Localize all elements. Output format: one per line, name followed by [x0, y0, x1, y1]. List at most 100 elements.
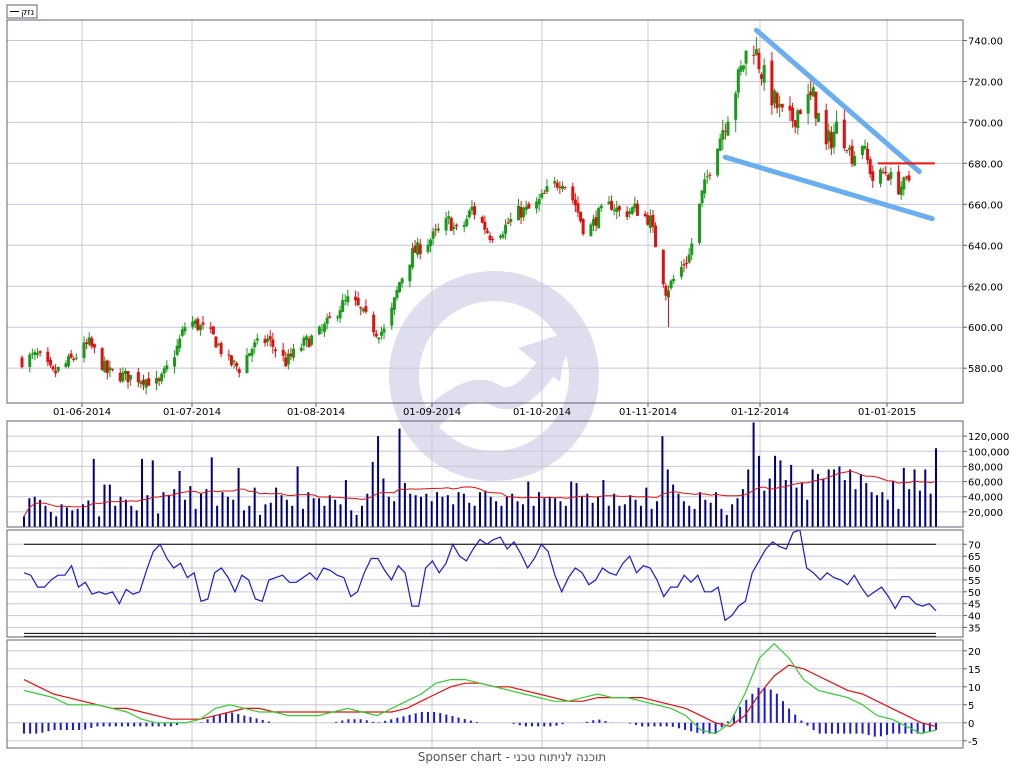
volume-bar [216, 505, 219, 527]
candle-up [400, 278, 404, 284]
volume-bar [436, 492, 439, 527]
candle-down [594, 217, 598, 226]
volume-bar [806, 499, 809, 527]
candle-down [38, 351, 42, 353]
candle-up [607, 201, 611, 205]
candle-down [491, 239, 495, 241]
candle-down [434, 229, 438, 231]
candle-up [74, 357, 78, 359]
candle-up [361, 308, 365, 312]
volume-bar [307, 492, 310, 527]
volume-bar [511, 493, 514, 527]
volume-bar [119, 496, 122, 527]
volume-bar [543, 498, 546, 527]
candle-down [480, 216, 484, 223]
volume-bar [725, 514, 728, 527]
candle-up [540, 193, 544, 198]
volume-bar [28, 498, 31, 527]
y-tick-label: 65 [968, 552, 981, 563]
candle-up [698, 203, 702, 243]
volume-bar [682, 501, 685, 527]
candle-down [571, 186, 575, 201]
volume-bar [269, 502, 272, 527]
candle-up [648, 215, 652, 228]
candle-up [193, 320, 197, 325]
volume-bar [570, 481, 573, 527]
candle-down [555, 182, 559, 188]
volume-bar [516, 501, 519, 527]
candle-down [685, 262, 689, 264]
candle-up [902, 177, 906, 190]
candle-down [268, 336, 272, 340]
candle-down [46, 351, 50, 363]
candle-down [904, 176, 908, 178]
candle-down [372, 314, 376, 333]
candle-up [180, 329, 184, 336]
volume-bar [39, 499, 42, 527]
volume-bar [318, 498, 321, 527]
candle-up [198, 324, 202, 331]
candle-up [286, 353, 290, 365]
candle-down [791, 107, 795, 121]
candle-down [506, 222, 510, 224]
candle-up [398, 282, 402, 293]
candle-up [410, 248, 414, 268]
candle-up [553, 181, 557, 184]
candle-up [754, 49, 758, 55]
x-tick-label: 01-12-2014 [731, 407, 789, 418]
volume-bar [323, 505, 326, 527]
candle-down [237, 369, 241, 373]
candle-up [416, 242, 420, 255]
volume-bar [613, 493, 616, 527]
candle-up [879, 169, 883, 184]
volume-bar [822, 478, 825, 527]
candle-down [897, 171, 901, 195]
volume-bar [87, 500, 90, 527]
candle-down [284, 357, 288, 367]
lower-trendline [722, 154, 935, 222]
candle-up [633, 203, 637, 209]
candle-down [147, 378, 151, 386]
volume-bar [505, 496, 508, 527]
volume-bar [398, 428, 401, 527]
candle-up [630, 207, 634, 214]
y-tick-label: 720.00 [968, 77, 1003, 88]
candle-down [69, 353, 73, 358]
candle-up [524, 206, 528, 210]
candle-up [377, 337, 381, 340]
volume-bar [554, 498, 557, 527]
candle-up [726, 121, 730, 136]
volume-bar [468, 502, 471, 527]
candle-up [522, 207, 526, 218]
volume-bar [71, 510, 74, 527]
volume-bar [146, 495, 149, 527]
footer-credit: Sponser chart - תוכנה לניתוח טכני [417, 750, 607, 764]
y-tick-label: 620.00 [968, 282, 1003, 293]
candle-up [160, 373, 164, 382]
candle-up [504, 224, 508, 234]
candle-up [716, 148, 720, 176]
volume-bar [752, 422, 755, 527]
candle-down [527, 203, 531, 209]
volume-bar [194, 508, 197, 527]
candle-down [227, 354, 231, 356]
volume-bar [232, 499, 235, 527]
candle-up [320, 329, 324, 331]
volume-bar [205, 489, 208, 527]
watermark-logo [389, 271, 599, 481]
volume-pane-frame [6, 420, 964, 528]
candle-up [266, 338, 270, 342]
candle-up [255, 338, 259, 341]
price-pane-frame [6, 19, 964, 404]
candle-up [232, 360, 236, 363]
x-tick-label: 01-11-2014 [619, 407, 677, 418]
candle-down [775, 93, 779, 109]
candle-up [392, 297, 396, 310]
y-tick-label: 120,000 [968, 432, 1009, 443]
legend-label: נזק [21, 8, 34, 18]
candle-up [863, 145, 867, 149]
candle-up [429, 239, 433, 247]
candle-up [33, 352, 37, 356]
volume-bar [366, 493, 369, 527]
